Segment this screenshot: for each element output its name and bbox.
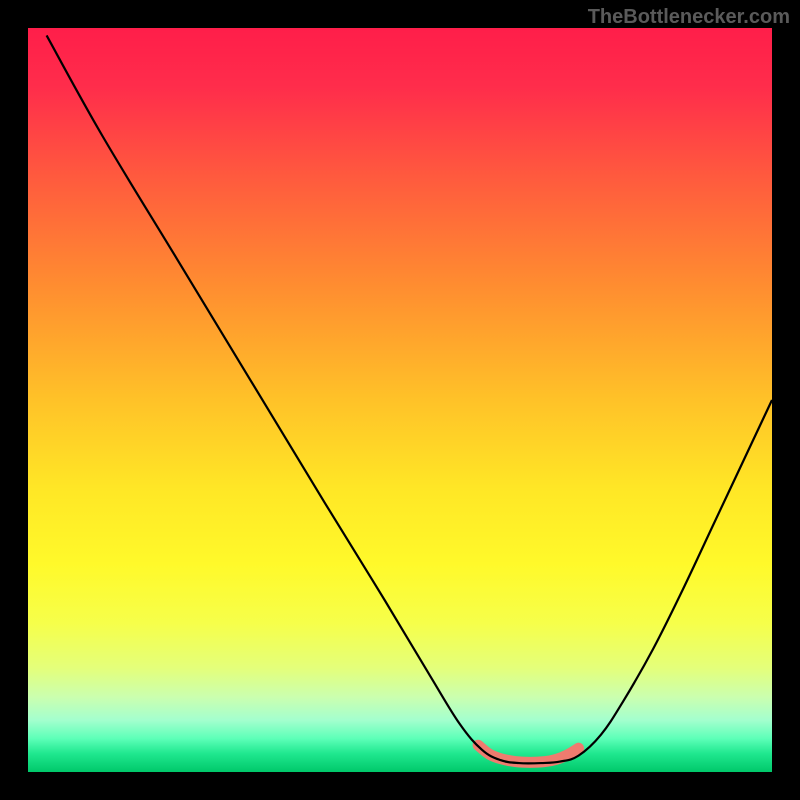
chart-canvas (0, 0, 800, 800)
plot-area (28, 28, 772, 772)
watermark-label: TheBottlenecker.com (588, 6, 790, 29)
bottleneck-chart: TheBottlenecker.com (0, 0, 800, 800)
